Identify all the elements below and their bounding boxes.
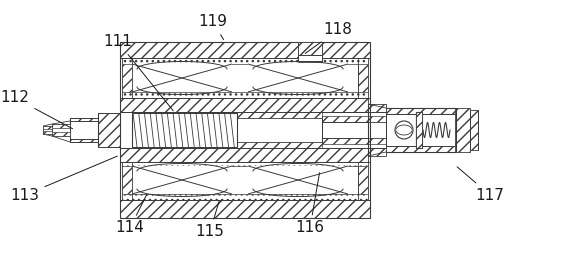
Bar	[120, 200, 370, 218]
Bar	[43, 126, 52, 134]
Text: 117: 117	[457, 167, 505, 203]
Bar	[416, 112, 422, 148]
Bar	[368, 112, 386, 148]
Bar	[52, 124, 70, 128]
Bar	[43, 131, 52, 134]
Bar	[120, 112, 368, 148]
Circle shape	[395, 121, 413, 139]
Bar	[237, 118, 322, 142]
Bar	[43, 126, 52, 129]
Bar	[122, 160, 368, 166]
Bar	[122, 58, 132, 98]
Bar	[132, 166, 232, 194]
Bar	[322, 138, 386, 144]
Bar	[122, 58, 368, 98]
Bar	[298, 42, 322, 58]
Bar	[70, 121, 98, 139]
Bar	[248, 166, 348, 194]
Bar	[52, 132, 70, 136]
Bar	[416, 112, 422, 148]
Text: 111: 111	[103, 34, 173, 111]
Bar	[52, 124, 70, 136]
Bar	[455, 108, 470, 152]
Bar	[120, 98, 368, 112]
Text: 113: 113	[11, 156, 117, 203]
Bar	[122, 160, 132, 200]
Bar	[322, 116, 386, 122]
Bar	[98, 113, 120, 147]
Text: 115: 115	[196, 201, 224, 240]
Bar	[358, 160, 368, 200]
Text: 114: 114	[116, 195, 147, 235]
Bar	[70, 118, 98, 142]
Bar	[248, 64, 348, 92]
Bar	[122, 58, 368, 64]
Bar	[470, 110, 478, 150]
Bar	[386, 108, 456, 152]
Bar	[122, 92, 368, 98]
Bar	[122, 194, 368, 200]
Bar	[322, 122, 386, 138]
Bar	[132, 113, 237, 147]
Text: 119: 119	[198, 15, 228, 40]
Bar	[122, 160, 368, 200]
Bar	[358, 58, 368, 98]
Bar	[470, 110, 478, 150]
Bar	[120, 148, 368, 162]
Bar	[237, 142, 322, 148]
Bar	[132, 64, 232, 92]
Bar	[120, 42, 370, 58]
Bar	[298, 55, 322, 61]
Bar	[368, 104, 386, 156]
Text: 118: 118	[305, 23, 352, 53]
Text: 116: 116	[296, 173, 324, 235]
Bar	[237, 112, 322, 118]
Text: 112: 112	[1, 90, 72, 129]
Bar	[386, 114, 456, 146]
